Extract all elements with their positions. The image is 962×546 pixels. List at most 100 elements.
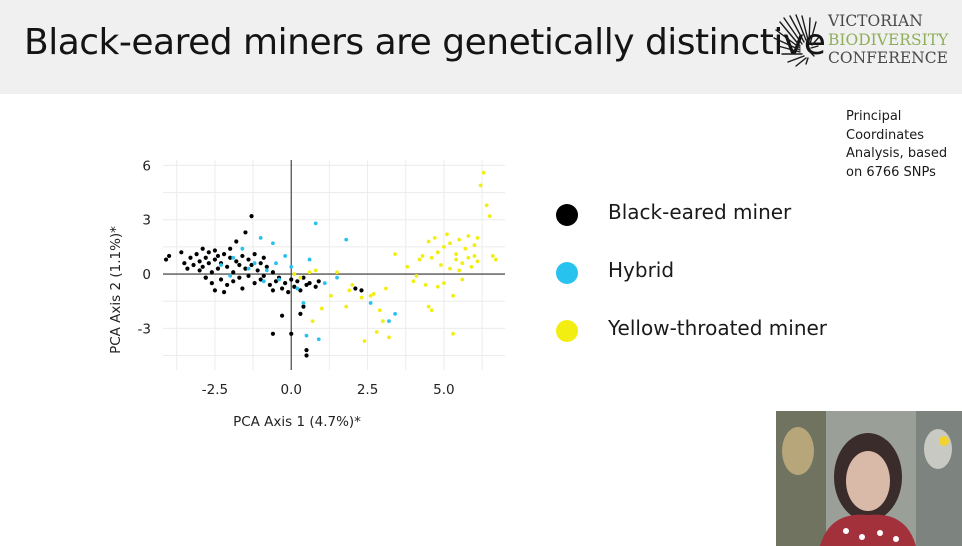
data-point-yellow-throated [451, 331, 455, 336]
y-axis-label: PCA Axis 2 (1.1%)* [108, 226, 124, 354]
data-point-black-eared [206, 250, 211, 255]
data-point-yellow-throated [310, 319, 315, 324]
data-point-black-eared [286, 290, 291, 295]
data-point-yellow-throated [481, 170, 486, 175]
data-point-black-eared [240, 253, 245, 259]
data-point-black-eared [221, 252, 227, 257]
data-point-black-eared [246, 273, 251, 278]
legend-item-hybrid: Hybrid [556, 254, 856, 312]
data-point-hybrid [277, 277, 281, 282]
chart-legend: Black-eared miner Hybrid Yellow-throated… [556, 196, 856, 370]
data-point-black-eared [163, 257, 169, 262]
legend-marker-hybrid [556, 262, 578, 284]
presenter-webcam [776, 411, 962, 546]
data-point-black-eared [182, 261, 187, 266]
data-point-black-eared [289, 331, 294, 336]
data-point-yellow-throated [457, 268, 462, 273]
data-point-black-eared [228, 255, 233, 260]
data-point-black-eared [212, 257, 218, 262]
data-point-black-eared [218, 277, 224, 282]
slide-header: Black-eared miners are genetically disti… [0, 0, 962, 94]
data-point-black-eared [279, 286, 285, 291]
data-point-black-eared [270, 270, 276, 275]
data-point-yellow-throated [377, 308, 382, 313]
data-point-hybrid [264, 268, 269, 273]
data-point-black-eared [203, 255, 208, 260]
data-point-black-eared [249, 262, 254, 268]
chart-axes [163, 160, 505, 370]
data-point-black-eared [237, 275, 242, 280]
data-point-black-eared [212, 288, 218, 293]
data-point-black-eared [270, 331, 276, 336]
legend-label-hybrid: Hybrid [608, 258, 675, 282]
data-point-black-eared [243, 230, 248, 235]
x-axis-label: PCA Axis 1 (4.7%)* [233, 414, 361, 430]
data-point-hybrid [304, 333, 309, 338]
data-point-black-eared [234, 239, 239, 244]
data-point-yellow-throated [460, 261, 465, 266]
data-point-yellow-throated [457, 237, 462, 242]
data-point-yellow-throated [344, 304, 349, 309]
data-point-black-eared [185, 266, 190, 271]
data-point-black-eared [304, 353, 309, 358]
data-point-black-eared [270, 288, 276, 293]
data-point-hybrid [240, 246, 245, 251]
data-point-black-eared [304, 347, 309, 353]
data-point-black-eared [197, 259, 202, 264]
data-point-yellow-throated [429, 255, 434, 260]
legend-item-black-eared: Black-eared miner [556, 196, 856, 254]
data-point-black-eared [261, 255, 266, 260]
data-point-black-eared [298, 311, 303, 316]
data-point-black-eared [243, 266, 248, 271]
legend-item-yellow-throated: Yellow-throated miner [556, 312, 856, 370]
data-point-yellow-throated [307, 270, 312, 275]
data-point-black-eared [267, 282, 272, 288]
data-point-black-eared [255, 268, 260, 273]
data-point-hybrid [393, 311, 397, 316]
data-point-black-eared [249, 214, 254, 219]
data-point-black-eared [292, 284, 297, 289]
data-point-hybrid [313, 221, 318, 226]
chart-grid [163, 160, 505, 370]
data-point-yellow-throated [442, 281, 446, 286]
data-point-yellow-throated [478, 183, 483, 188]
data-point-black-eared [264, 264, 269, 269]
fern-icon [773, 14, 821, 67]
data-point-black-eared [225, 264, 230, 269]
data-point-yellow-throated [414, 273, 419, 278]
data-point-black-eared [215, 253, 221, 259]
x-tick-label: 5.0 [433, 382, 454, 398]
y-tick-label: 0 [142, 267, 151, 283]
data-point-black-eared [304, 282, 309, 288]
x-tick-label: 0.0 [281, 382, 302, 398]
data-point-yellow-throated [393, 252, 397, 257]
data-point-yellow-throated [460, 277, 465, 282]
legend-label-yellow-throated: Yellow-throated miner [608, 316, 828, 340]
data-point-hybrid [301, 301, 306, 305]
legend-label-black-eared: Black-eared miner [608, 200, 792, 224]
logo-line-3: CONFERENCE [828, 49, 948, 67]
data-point-black-eared [206, 261, 211, 266]
data-point-black-eared [237, 262, 242, 268]
data-point-black-eared [215, 266, 221, 271]
data-point-yellow-throated [359, 295, 364, 300]
x-tick-label: 2.5 [357, 382, 378, 398]
data-point-yellow-throated [487, 214, 492, 219]
data-point-hybrid [261, 279, 266, 284]
data-point-black-eared [203, 275, 208, 280]
data-point-hybrid [307, 257, 312, 262]
data-point-yellow-throated [472, 254, 477, 258]
data-point-black-eared [359, 288, 364, 293]
data-point-yellow-throated [298, 275, 303, 280]
data-point-yellow-throated [313, 268, 318, 273]
presenter-video-icon [776, 411, 962, 546]
data-point-black-eared [301, 304, 306, 309]
data-point-hybrid [295, 286, 300, 291]
data-point-yellow-throated [451, 293, 455, 298]
y-tick-label: -3 [138, 321, 151, 337]
data-point-yellow-throated [405, 264, 410, 269]
data-point-black-eared [283, 281, 288, 286]
data-point-black-eared [221, 290, 227, 295]
data-point-yellow-throated [335, 270, 339, 275]
data-point-yellow-throated [442, 244, 446, 249]
